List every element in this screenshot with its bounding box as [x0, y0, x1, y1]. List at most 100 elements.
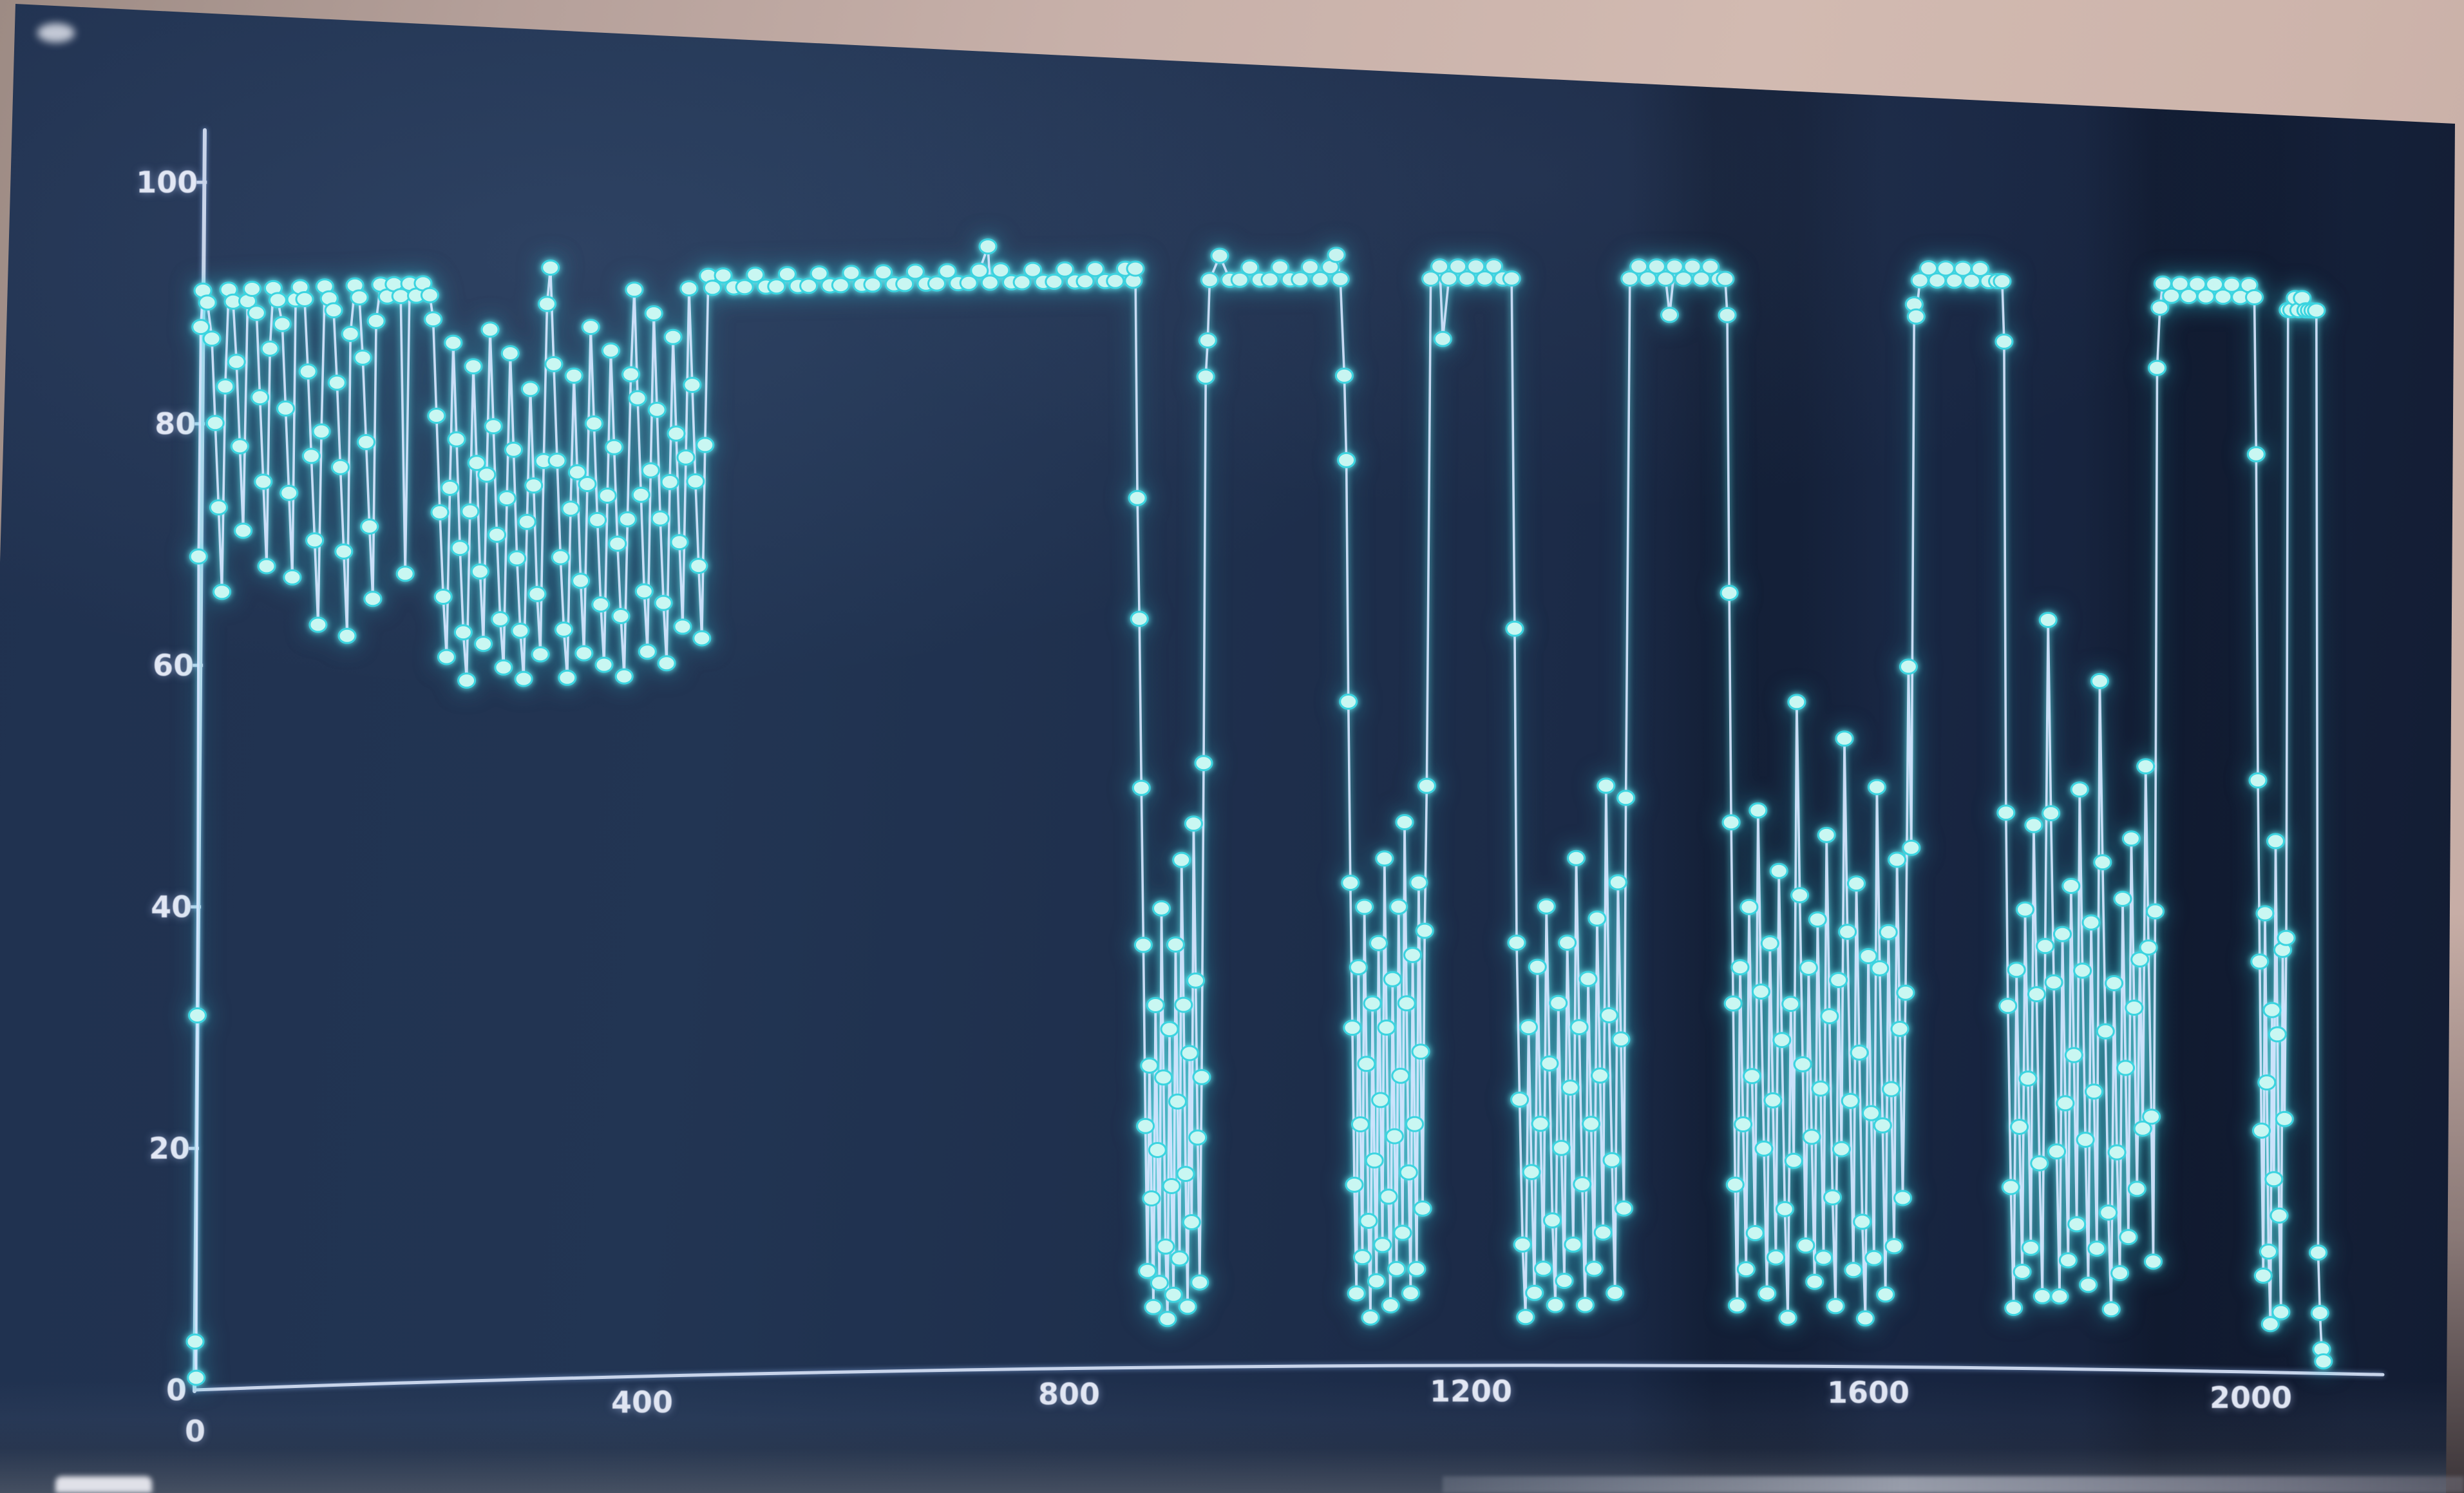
data-point-marker: [538, 296, 556, 312]
data-point-marker: [437, 649, 456, 665]
data-point-marker: [2013, 1264, 2032, 1280]
data-point-marker: [1567, 850, 1586, 866]
data-point-marker: [1647, 258, 1666, 275]
data-point-marker: [353, 349, 372, 366]
data-point-marker: [2264, 1171, 2284, 1188]
data-point-marker: [2314, 1353, 2333, 1370]
data-point-marker: [2307, 302, 2326, 319]
data-point-marker: [477, 466, 497, 483]
data-point-marker: [2144, 1253, 2163, 1270]
data-point-marker: [1873, 1117, 1892, 1134]
data-point-marker: [1760, 935, 1779, 952]
data-point-marker: [1616, 790, 1636, 806]
data-point-marker: [2255, 905, 2275, 922]
data-point-marker: [488, 526, 506, 543]
data-point-marker: [301, 448, 321, 464]
data-point-marker: [1551, 1139, 1571, 1156]
data-point-marker: [2133, 1120, 2152, 1137]
data-point-marker: [251, 389, 270, 406]
data-point-marker: [1395, 814, 1414, 830]
data-point-marker: [1430, 258, 1450, 275]
data-point-marker: [621, 366, 641, 383]
data-point-marker: [1716, 271, 1735, 287]
data-point-marker: [1867, 779, 1886, 795]
data-point-marker: [1502, 270, 1521, 287]
y-tick-label: 0: [166, 1373, 187, 1407]
data-point-marker: [1638, 271, 1658, 287]
data-point-marker: [1133, 937, 1153, 953]
data-point-marker: [1152, 900, 1171, 917]
data-point-marker: [1602, 1152, 1622, 1168]
data-point-marker: [2252, 1122, 2271, 1139]
data-point-marker: [1820, 1008, 1839, 1025]
data-point-marker: [1763, 1092, 1783, 1108]
data-point-marker: [1397, 995, 1416, 1012]
data-point-marker: [2268, 1026, 2287, 1043]
data-point-marker: [1168, 1093, 1187, 1110]
data-point-marker: [625, 281, 644, 298]
data-point-marker: [497, 490, 516, 507]
data-point-marker: [692, 630, 712, 647]
data-point-marker: [1531, 1116, 1550, 1132]
data-point-marker: [544, 356, 564, 372]
data-point-marker: [2271, 1304, 2291, 1320]
data-point-marker: [1864, 1250, 1884, 1266]
data-point-marker: [205, 415, 225, 432]
data-point-marker: [2107, 1144, 2127, 1161]
data-point-marker: [2058, 1252, 2078, 1269]
data-point-marker: [567, 464, 587, 480]
y-tick-label: 20: [149, 1131, 190, 1166]
data-point-marker: [254, 473, 273, 490]
data-point-marker: [1993, 273, 2012, 290]
data-point-marker: [667, 425, 686, 442]
data-point-marker: [521, 381, 540, 397]
data-point-marker: [605, 439, 624, 455]
data-point-marker: [2030, 1155, 2049, 1172]
y-tick-label: 100: [136, 165, 198, 200]
data-point-marker: [1826, 1298, 1845, 1315]
data-point-marker: [1847, 875, 1866, 892]
data-point-marker: [1683, 258, 1702, 275]
data-point-marker: [2016, 901, 2034, 918]
data-point-marker: [1587, 910, 1607, 927]
data-point-marker: [424, 311, 443, 328]
data-point-marker: [799, 278, 819, 294]
data-point-marker: [1146, 997, 1165, 1013]
data-point-marker: [703, 280, 722, 296]
data-point-marker: [447, 431, 466, 448]
data-point-marker: [1656, 271, 1675, 287]
data-point-marker: [1393, 1224, 1412, 1241]
data-point-marker: [1413, 1200, 1432, 1217]
data-point-marker: [507, 550, 527, 567]
data-point-marker: [268, 292, 287, 309]
y-tick-label: 80: [155, 406, 196, 441]
data-point-marker: [2260, 1316, 2280, 1333]
data-point-marker: [2146, 903, 2165, 920]
x-tick-label: 1600: [1827, 1375, 1910, 1410]
data-point-marker: [1893, 1190, 1912, 1206]
data-point-marker: [676, 449, 696, 466]
data-point-marker: [598, 488, 617, 504]
data-point-marker: [611, 608, 630, 624]
data-point-marker: [1353, 1249, 1372, 1266]
data-point-marker: [1433, 330, 1452, 347]
data-point-marker: [670, 534, 689, 551]
data-point-marker: [2119, 1229, 2138, 1246]
data-point-marker: [357, 433, 375, 450]
data-point-marker: [1331, 271, 1350, 287]
data-point-marker: [558, 669, 577, 686]
data-point-marker: [1230, 271, 1249, 288]
data-point-marker: [1403, 947, 1422, 964]
data-point-marker: [614, 668, 634, 685]
data-point-marker: [363, 591, 383, 607]
data-point-marker: [1564, 1236, 1583, 1253]
data-point-marker: [1357, 1056, 1376, 1072]
data-point-marker: [1457, 271, 1477, 287]
data-point-marker: [276, 400, 295, 417]
data-point-marker: [1569, 1019, 1589, 1036]
data-point-marker: [1387, 1260, 1407, 1277]
data-point-marker: [1721, 814, 1741, 831]
data-point-marker: [1076, 273, 1095, 290]
data-point-marker: [1389, 899, 1408, 915]
data-point-marker: [1373, 1237, 1392, 1253]
